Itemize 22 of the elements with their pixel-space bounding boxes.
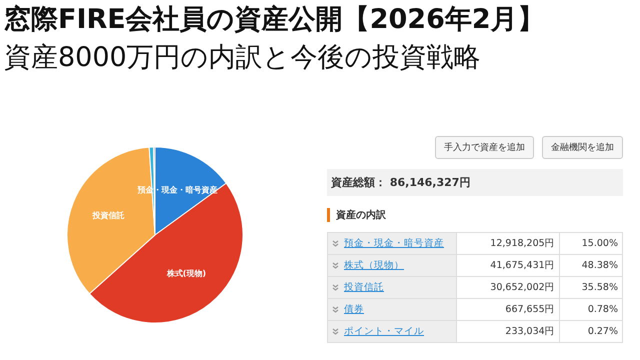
text: 資産総額： 86,146,327円: [327, 169, 623, 196]
category-label: 債券: [344, 304, 364, 315]
category-label: ポイント・マイル: [344, 326, 424, 337]
add-button: 金融機関を追加: [542, 136, 623, 159]
add-button: 手入力で資産を追加: [435, 136, 534, 159]
text: 41,675,431円: [490, 260, 555, 271]
text: 0.78%: [559, 298, 622, 320]
slice-label: 投資信託: [92, 211, 125, 220]
category-label: 投資信託: [344, 282, 384, 293]
text: 30,652,002円: [490, 282, 555, 293]
text: 12,918,205円: [490, 238, 555, 249]
category-label: 預金・現金・暗号資産: [344, 238, 444, 249]
slice-label: 株式(現物): [166, 268, 206, 278]
text: 667,655円: [505, 304, 555, 315]
chart-title: 窓際FIRE会社員の資産公開【2026年2月】: [4, 3, 545, 37]
text: 15.00%: [559, 232, 622, 254]
text: 35.58%: [559, 276, 622, 298]
text: 233,034円: [505, 326, 555, 337]
text: 48.38%: [559, 254, 622, 276]
text: 0.27%: [559, 320, 622, 342]
text: 資産の内訳: [327, 208, 623, 222]
chart-subtitle: 資産8000万円の内訳と今後の投資戦略: [4, 41, 481, 75]
